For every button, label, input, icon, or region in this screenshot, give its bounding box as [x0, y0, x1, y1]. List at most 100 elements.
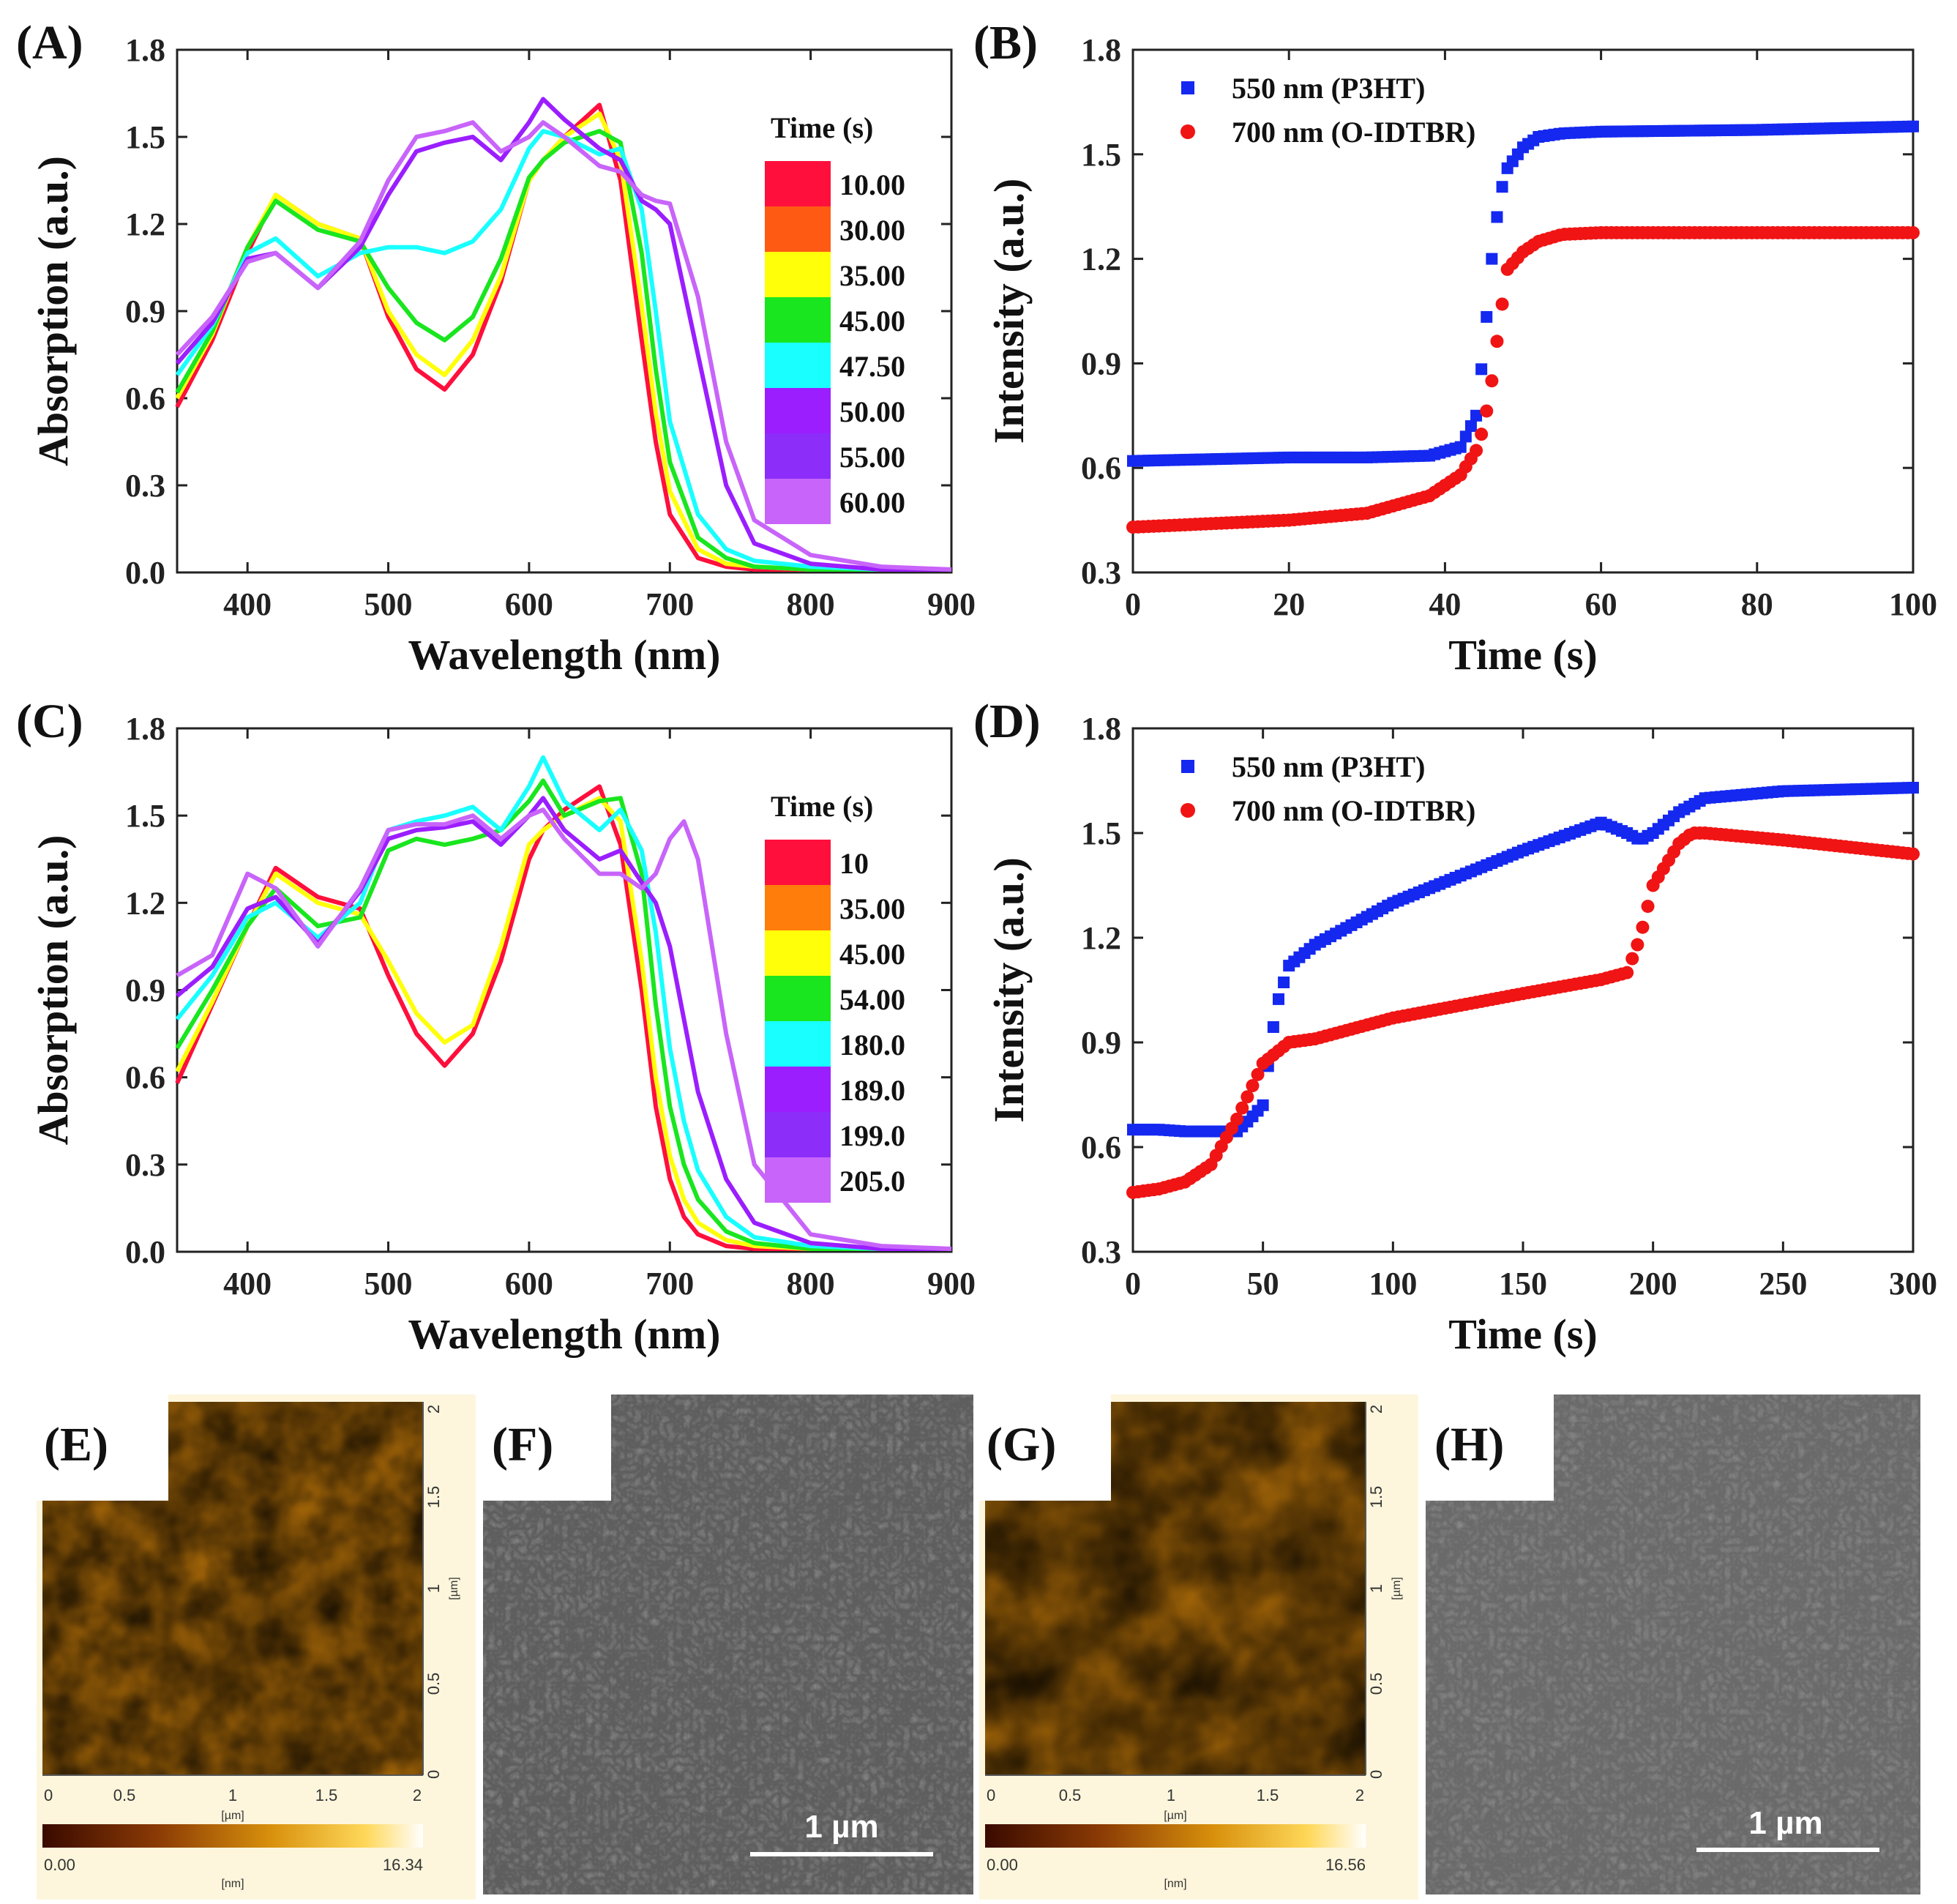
panel-b-marker-oidtbr [1495, 297, 1509, 311]
panel-d-legend-label: 700 nm (O-IDTBR) [1232, 794, 1475, 827]
panel-d-legend-marker [1181, 760, 1194, 773]
panel-d-ytick-label: 1.8 [1081, 711, 1121, 747]
panel-c-legend-title: Time (s) [771, 790, 873, 823]
panel-a-legend-label: 45.00 [839, 305, 905, 337]
panel-b-chart: (B) 0 20 40 60 80 100 0.3 0.6 0.9 1.2 1.5 1.8 Time (s… [973, 16, 1937, 679]
panel-c-xtick-label: 500 [364, 1266, 413, 1302]
panel-a-legend-swatch [765, 343, 831, 388]
panel-d-marker-oidtbr [1641, 900, 1655, 914]
panel-a-chart: (A) 400 500 600 700 800 900 0.0 0.3 0.6 0.9 1.2 1.5 1… [16, 16, 976, 679]
panel-g-bottom-axis: 0 0.5 1 1.5 2 [µm] [985, 1774, 1366, 1822]
panel-e-xtick-0: 0 [44, 1786, 53, 1804]
panel-b-xtick-label: 20 [1273, 586, 1305, 622]
panel-c-legend-label: 35.00 [839, 892, 905, 925]
panel-h-tem: (H) 1 µm [1426, 1395, 1920, 1894]
panel-g-xtick-4: 2 [1355, 1786, 1364, 1804]
panel-c-legend-label: 205.0 [839, 1165, 905, 1198]
panel-c-spectrum-5 [176, 807, 952, 1251]
panel-e-colorbar-max: 16.34 [383, 1856, 423, 1874]
panel-e-ytick-2: 1 [424, 1584, 443, 1593]
panel-g-yunit: [µm] [1391, 1577, 1403, 1599]
panel-b-marker-oidtbr [1485, 374, 1499, 388]
panel-d-legend-label: 550 nm (P3HT) [1232, 750, 1425, 783]
panel-c-legend-swatch [765, 930, 831, 976]
panel-a-legend-swatch [765, 206, 831, 252]
panel-b-marker-oidtbr [1480, 404, 1494, 418]
panel-e-right-axis: 0 0.5 1 1.5 2 [µm] [422, 1402, 460, 1779]
panel-g-right-axis: 0 0.5 1 1.5 2 [µm] [1365, 1402, 1403, 1779]
panel-g-ytick-0: 0 [1367, 1770, 1385, 1779]
panel-g-ytick-1: 0.5 [1367, 1673, 1385, 1695]
panel-c-ytick-label: 1.8 [125, 711, 165, 747]
panel-b-xtick-label: 0 [1125, 586, 1141, 622]
panel-g-ytick-4: 2 [1367, 1405, 1385, 1414]
panel-g-ytick-2: 1 [1367, 1584, 1385, 1593]
panel-e-ytick-0: 0 [424, 1770, 443, 1779]
panel-d-marker-p3ht [1907, 782, 1919, 794]
panel-e-label: (E) [44, 1418, 108, 1471]
panel-c-legend-swatch [765, 1112, 831, 1157]
panel-c-legend-swatch [765, 840, 831, 885]
panel-h-label-box [1426, 1395, 1554, 1501]
panel-d-marker-oidtbr [1241, 1090, 1254, 1104]
panel-c-legend-swatch [765, 1021, 831, 1067]
panel-d-ytick-label: 1.5 [1081, 815, 1121, 851]
panel-b-marker-p3ht [1486, 253, 1498, 265]
panel-c-legend-swatch [765, 1067, 831, 1112]
panel-a-xtick-label: 400 [223, 586, 272, 622]
panel-b-marker-p3ht [1491, 211, 1503, 223]
panel-c-legend-swatch [765, 976, 831, 1021]
panel-a-ylabel: Absorption (a.u.) [29, 156, 77, 466]
panel-g-xtick-0: 0 [987, 1786, 995, 1804]
panel-b-marker-p3ht [1907, 120, 1919, 132]
panel-b-ylabel: Intensity (a.u.) [985, 179, 1033, 444]
panel-b-marker-oidtbr [1470, 444, 1483, 458]
panel-b-marker-p3ht [1496, 181, 1508, 193]
panel-c-ytick-label: 1.5 [125, 798, 165, 834]
panel-d-marker-oidtbr [1631, 938, 1644, 952]
panel-c-xtick-label: 800 [787, 1266, 835, 1302]
panel-b-legend-marker [1181, 81, 1194, 94]
panel-a-ytick-label: 1.2 [125, 206, 165, 242]
panel-g-xtick-3: 1.5 [1257, 1786, 1279, 1804]
panel-c-legend-label: 189.0 [839, 1074, 905, 1107]
panel-e-colorbar-unit: [nm] [221, 1878, 244, 1890]
panel-a-ytick-label: 0.3 [125, 468, 165, 504]
panel-h-scale-bar [1696, 1848, 1879, 1852]
panel-d-xtick-label: 150 [1499, 1266, 1547, 1302]
panel-d-marker-oidtbr [1235, 1101, 1249, 1115]
panel-d-legend-marker [1180, 803, 1195, 818]
panel-e-ytick-3: 1.5 [424, 1486, 443, 1509]
panel-b-ytick-label: 0.3 [1081, 555, 1121, 591]
panel-c-legend-label: 54.00 [839, 983, 905, 1016]
panel-d-marker-oidtbr [1620, 966, 1634, 979]
panel-b-xtick-label: 60 [1585, 586, 1617, 622]
panel-a-xtick-label: 700 [646, 586, 694, 622]
panel-h-scale-label: 1 µm [1748, 1805, 1822, 1841]
panel-b-marker-p3ht [1464, 420, 1477, 433]
panel-d-ytick-label: 0.6 [1081, 1130, 1121, 1165]
panel-c-legend-label: 10 [839, 847, 869, 880]
panel-b-marker-oidtbr [1490, 335, 1504, 348]
panel-c-xtick-label: 400 [223, 1266, 272, 1302]
panel-c-xtick-label: 700 [646, 1266, 694, 1302]
panel-a-ytick-label: 0.6 [125, 381, 165, 417]
panel-e-colorbar-min: 0.00 [44, 1856, 75, 1874]
panel-a-spectrum-4 [175, 97, 951, 572]
panel-d-xtick-label: 50 [1247, 1266, 1279, 1302]
panel-e-xtick-4: 2 [413, 1786, 422, 1804]
panel-b-legend-label: 700 nm (O-IDTBR) [1232, 116, 1475, 149]
panel-g-xtick-1: 0.5 [1059, 1786, 1082, 1804]
panel-d-marker-oidtbr [1625, 952, 1639, 966]
panel-b-legend-marker [1180, 124, 1195, 139]
panel-g-label: (G) [987, 1418, 1056, 1471]
panel-a-xtick-label: 800 [787, 586, 835, 622]
panel-c-ytick-label: 0.9 [125, 973, 165, 1009]
panel-b-plot-frame [1131, 48, 1915, 574]
panel-d-xtick-label: 200 [1629, 1266, 1677, 1302]
panel-a-legend-swatch [765, 388, 831, 433]
panel-d-marker-oidtbr [1246, 1079, 1260, 1093]
panel-d-ylabel: Intensity (a.u.) [985, 857, 1033, 1123]
panel-a-legend-label: 55.00 [839, 441, 905, 474]
panel-g-colorbar [985, 1824, 1366, 1848]
